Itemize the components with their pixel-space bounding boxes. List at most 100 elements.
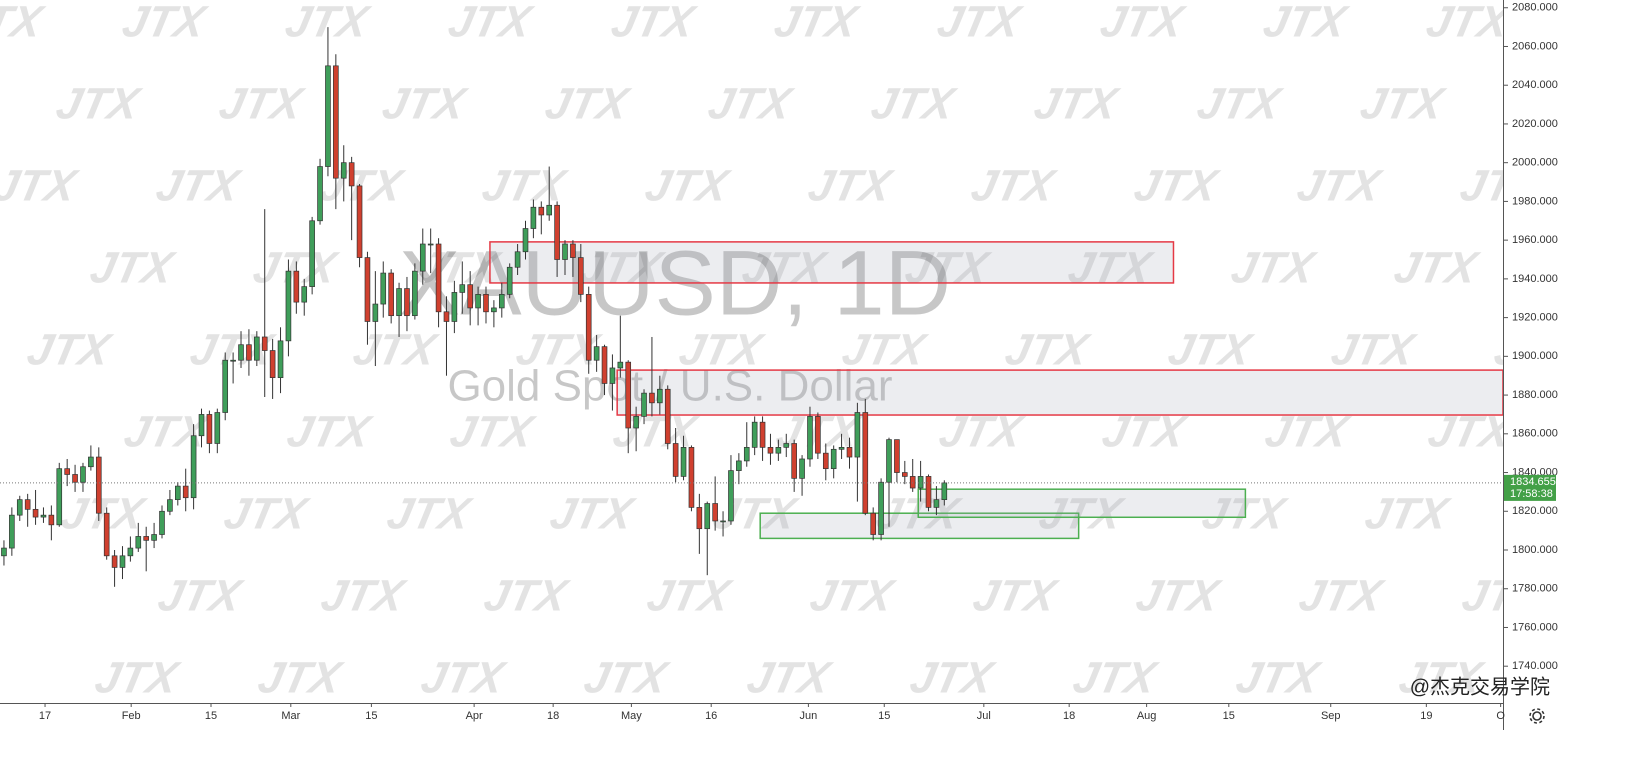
- logo-watermark: JTX: [349, 326, 442, 374]
- candle-body: [617, 361, 624, 369]
- logo-watermark: JTX: [901, 244, 994, 292]
- candle-body: [364, 257, 371, 322]
- logo-watermark: JTX: [283, 408, 376, 456]
- logo-watermark: JTX: [254, 654, 347, 702]
- candle-body: [48, 514, 55, 526]
- logo-watermark: JTX: [580, 654, 673, 702]
- logo-watermark: JTX: [1395, 654, 1488, 702]
- candle-body: [625, 361, 632, 429]
- candle-body: [143, 536, 149, 541]
- candle-body: [40, 514, 47, 518]
- candle-body: [230, 359, 236, 362]
- logo-watermark: JTX: [1424, 408, 1517, 456]
- candle-body: [886, 439, 892, 483]
- candle-body: [419, 243, 426, 272]
- x-tick-label: 15: [205, 710, 217, 722]
- logo-watermark: JTX: [1132, 572, 1225, 620]
- logo-watermark: JTX: [806, 572, 899, 620]
- logo-watermark: JTX: [1261, 408, 1354, 456]
- logo-watermark: JTX: [86, 244, 179, 292]
- candle-body: [641, 392, 647, 417]
- logo-watermark: JTX: [641, 162, 734, 210]
- y-tick-label: 2040.000: [1512, 79, 1558, 91]
- logo-watermark: JTX: [152, 162, 245, 210]
- logo-watermark: JTX: [1293, 162, 1386, 210]
- x-tick-label: Mar: [281, 710, 300, 722]
- candle-body: [664, 388, 671, 444]
- candle-body: [506, 266, 513, 295]
- logo-watermark: JTX: [1422, 0, 1515, 47]
- logo-watermark: JTX: [935, 408, 1028, 456]
- zone: [917, 488, 1247, 519]
- y-tick-label: 1740.000: [1512, 660, 1558, 672]
- candle-body: [348, 162, 355, 187]
- candle-body: [783, 443, 790, 448]
- logo-watermark: JTX: [215, 80, 308, 128]
- x-tick-label: Apr: [466, 710, 483, 722]
- logo-watermark: JTX: [738, 244, 831, 292]
- logo-watermark: JTX: [1130, 162, 1223, 210]
- candle-body: [822, 452, 829, 470]
- logo-watermark: JTX: [643, 572, 736, 620]
- candle-body: [862, 412, 869, 514]
- logo-watermark: JTX: [1064, 244, 1157, 292]
- candle-body: [870, 512, 876, 535]
- candle-body: [522, 228, 529, 253]
- candle-body: [238, 344, 244, 361]
- logo-watermark: JTX: [1193, 80, 1286, 128]
- candle-body: [767, 447, 774, 454]
- logo-watermark: JTX: [52, 80, 145, 128]
- y-tick-label: 2080.000: [1512, 2, 1558, 14]
- y-tick-label: 1960.000: [1512, 234, 1558, 246]
- candle-body: [103, 512, 110, 557]
- logo-watermark: JTX: [1356, 80, 1449, 128]
- candle-body: [475, 294, 481, 309]
- candle-body: [736, 460, 742, 471]
- y-tick-label: 1860.000: [1512, 428, 1558, 440]
- candle-body: [88, 456, 94, 468]
- candle-body: [72, 474, 78, 483]
- candle-body: [585, 294, 592, 361]
- logo-watermark: JTX: [378, 80, 471, 128]
- candle-body: [917, 476, 924, 489]
- zone: [489, 241, 1175, 284]
- candle-body: [388, 272, 394, 317]
- logo-watermark: JTX: [1069, 654, 1162, 702]
- candle-body: [554, 204, 560, 260]
- settings-icon[interactable]: [1529, 708, 1545, 724]
- candle-body: [435, 243, 442, 313]
- candle-body: [167, 499, 173, 512]
- y-tick-label: 2020.000: [1512, 118, 1558, 130]
- candle-body: [32, 508, 39, 518]
- candle-body: [578, 257, 584, 295]
- logo-watermark: JTX: [91, 654, 184, 702]
- logo-watermark: JTX: [1327, 326, 1420, 374]
- candle-body: [498, 294, 505, 309]
- logo-watermark: JTX: [838, 326, 931, 374]
- logo-watermark: JTX: [804, 162, 897, 210]
- logo-watermark: JTX: [541, 80, 634, 128]
- x-tick-label: May: [621, 710, 642, 722]
- candle-body: [16, 499, 23, 516]
- y-tick-label: 1980.000: [1512, 195, 1558, 207]
- candle-body: [340, 162, 347, 179]
- candle-body: [24, 499, 31, 510]
- y-tick-label: 1780.000: [1512, 583, 1558, 595]
- credit: @杰克交易学院: [1410, 675, 1550, 698]
- candle-body: [530, 206, 537, 229]
- logo-watermark: JTX: [118, 0, 211, 47]
- candle-body: [222, 359, 229, 413]
- logo-watermark: JTX: [770, 0, 863, 47]
- x-tick-label: Jul: [977, 710, 991, 722]
- x-tick-label: 17: [39, 710, 51, 722]
- logo-watermark: JTX: [933, 0, 1026, 47]
- candle-body: [815, 416, 821, 454]
- logo-watermark: JTX: [120, 408, 213, 456]
- candle-body: [356, 185, 363, 258]
- candle-body: [333, 65, 339, 179]
- candle-body: [902, 472, 908, 477]
- candle-body: [838, 447, 845, 450]
- x-tick-label: 19: [1420, 710, 1432, 722]
